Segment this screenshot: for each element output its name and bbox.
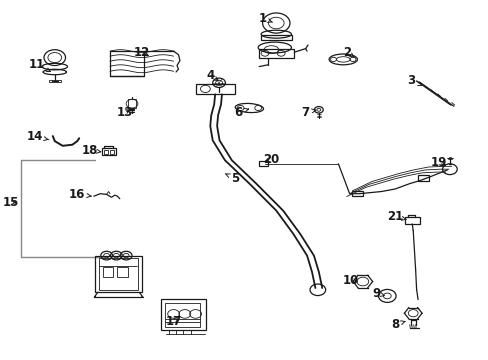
Bar [404, 217, 419, 224]
Text: 5: 5 [225, 172, 238, 185]
Text: 2: 2 [343, 46, 353, 59]
Text: 14: 14 [27, 130, 49, 143]
Text: 16: 16 [69, 188, 91, 201]
Bar [110, 150, 114, 154]
Bar [417, 175, 428, 181]
Text: 21: 21 [386, 210, 406, 223]
Bar [195, 84, 234, 94]
Text: 8: 8 [390, 318, 404, 331]
Text: 20: 20 [263, 153, 279, 166]
Bar [102, 267, 113, 277]
Bar [49, 80, 61, 82]
Text: 11: 11 [28, 58, 50, 72]
Text: 6: 6 [234, 106, 248, 119]
Text: 19: 19 [430, 156, 447, 169]
Text: 3: 3 [407, 75, 421, 87]
Bar [260, 35, 291, 40]
Text: 12: 12 [133, 46, 150, 59]
Bar [259, 161, 267, 166]
Bar [259, 49, 294, 58]
Text: 13: 13 [116, 106, 133, 119]
Text: 17: 17 [165, 315, 182, 328]
Bar [161, 299, 206, 330]
Text: 9: 9 [372, 287, 384, 300]
Bar [104, 150, 108, 154]
Bar [165, 303, 200, 327]
Text: 15: 15 [2, 196, 19, 209]
Text: 7: 7 [301, 106, 315, 119]
Text: 4: 4 [206, 69, 218, 82]
Text: 1: 1 [259, 12, 272, 25]
Bar [351, 191, 362, 196]
Bar [127, 99, 136, 108]
Bar [99, 258, 138, 290]
Text: 18: 18 [81, 144, 101, 157]
Bar [102, 148, 116, 155]
Bar [95, 256, 142, 292]
Bar [117, 267, 128, 277]
Text: 10: 10 [342, 274, 359, 287]
